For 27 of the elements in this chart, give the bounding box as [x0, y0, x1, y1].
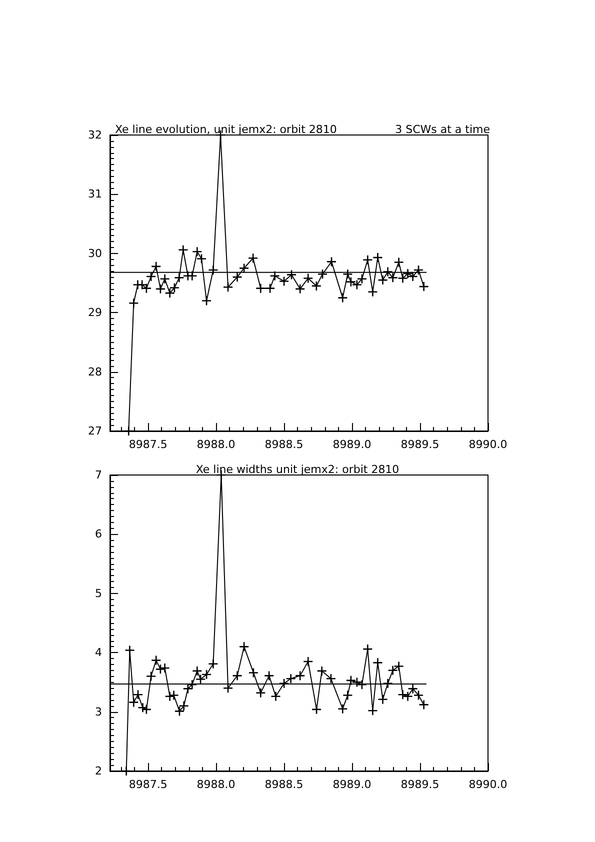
chart-subtitle: 3 SCWs at a time — [395, 123, 490, 136]
y-tick-label: 30 — [88, 246, 102, 260]
chart-title: Xe line evolution, unit jemx2: orbit 2810 — [115, 123, 337, 136]
y-tick-label: 2 — [95, 764, 102, 778]
x-tick-label: 8988.0 — [196, 438, 236, 451]
x-tick-label: 8988.5 — [264, 778, 304, 791]
y-tick-label: 31 — [88, 188, 102, 201]
y-tick-label: 29 — [88, 306, 102, 320]
x-tick-label: 8988.5 — [264, 438, 304, 451]
x-tick-label: 8990.0 — [468, 438, 508, 451]
y-tick-label: 32 — [88, 128, 102, 142]
y-tick-label: 6 — [95, 528, 102, 541]
y-tick-label: 7 — [95, 468, 102, 482]
x-tick-label: 8987.5 — [128, 438, 168, 451]
x-tick-label: 8988.0 — [196, 778, 236, 791]
y-tick-label: 27 — [88, 424, 102, 438]
chart-title: Xe line widths unit jemx2: orbit 2810 — [196, 463, 400, 476]
y-tick-label: 4 — [95, 646, 102, 660]
x-tick-label: 8989.5 — [400, 778, 440, 791]
x-tick-label: 8987.5 — [128, 778, 168, 791]
y-tick-label: 28 — [88, 365, 102, 378]
x-tick-label: 8989.0 — [332, 438, 372, 451]
x-tick-label: 8989.5 — [400, 438, 440, 451]
y-tick-label: 5 — [95, 586, 102, 600]
x-tick-label: 8990.0 — [468, 778, 508, 791]
x-tick-label: 8989.0 — [332, 778, 372, 791]
y-tick-label: 3 — [95, 705, 102, 718]
